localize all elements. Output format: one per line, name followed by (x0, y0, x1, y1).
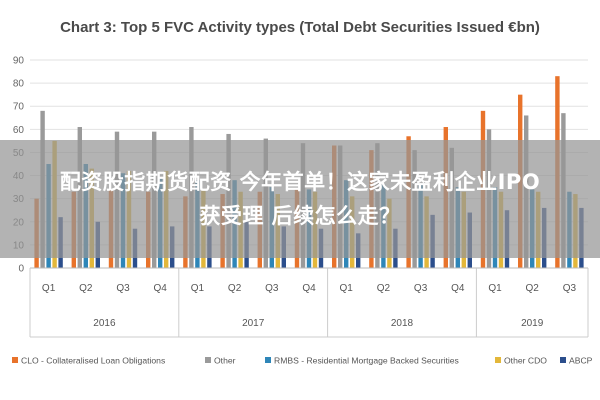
x-tick-label: Q2 (79, 283, 93, 294)
legend-swatch (205, 357, 211, 363)
legend-label: CLO - Collateralised Loan Obligations (21, 356, 165, 366)
x-tick-label: Q3 (116, 283, 130, 294)
x-tick-label: Q1 (191, 283, 205, 294)
x-tick-label: Q4 (154, 283, 168, 294)
legend-swatch (495, 357, 501, 363)
x-tick-label: Q2 (377, 283, 391, 294)
y-tick-label: 70 (13, 102, 25, 113)
legend-label: Other (214, 356, 236, 366)
x-tick-label: Q3 (563, 283, 577, 294)
year-label: 2017 (242, 318, 265, 329)
legend-label: ABCP (569, 356, 593, 366)
x-axis: Q1 Q2 Q3 Q4 Q1 Q2 Q3 Q4 Q1 Q2 Q3 Q4 Q1 Q2 Q3 2016 2017 20… (29, 267, 589, 338)
y-tick-label: 0 (18, 264, 24, 275)
headline-banner: 配资股指期货配资 今年首单！这家未盈利企业IPO 获受理 后续怎么走？ (0, 140, 600, 258)
year-label: 2018 (391, 318, 414, 329)
x-tick-label: Q2 (526, 283, 540, 294)
x-tick-label: Q4 (451, 283, 465, 294)
headline-line-2: 获受理 后续怎么走？ (199, 204, 401, 228)
legend: CLO - Collateralised Loan Obligations Oth… (12, 356, 593, 366)
x-tick-label: Q1 (340, 283, 354, 294)
x-tick-label: Q1 (42, 283, 56, 294)
year-label: 2019 (521, 318, 544, 329)
legend-swatch (560, 357, 566, 363)
headline-line-1: 配资股指期货配资 今年首单！这家未盈利企业IPO (59, 170, 541, 194)
x-tick-label: Q4 (302, 283, 316, 294)
x-tick-label: Q3 (265, 283, 279, 294)
legend-label: RMBS - Residential Mortgage Backed Secur… (274, 356, 459, 366)
y-tick-label: 90 (13, 56, 25, 67)
chart-title: Chart 3: Top 5 FVC Activity types (Total… (60, 19, 540, 36)
y-tick-label: 80 (13, 79, 25, 90)
y-tick-label: 60 (13, 125, 25, 136)
legend-swatch (265, 357, 271, 363)
year-label: 2016 (93, 318, 116, 329)
x-tick-label: Q1 (488, 283, 502, 294)
x-tick-label: Q2 (228, 283, 242, 294)
legend-label: Other CDO (504, 356, 547, 366)
x-tick-label: Q3 (414, 283, 428, 294)
legend-swatch (12, 357, 18, 363)
